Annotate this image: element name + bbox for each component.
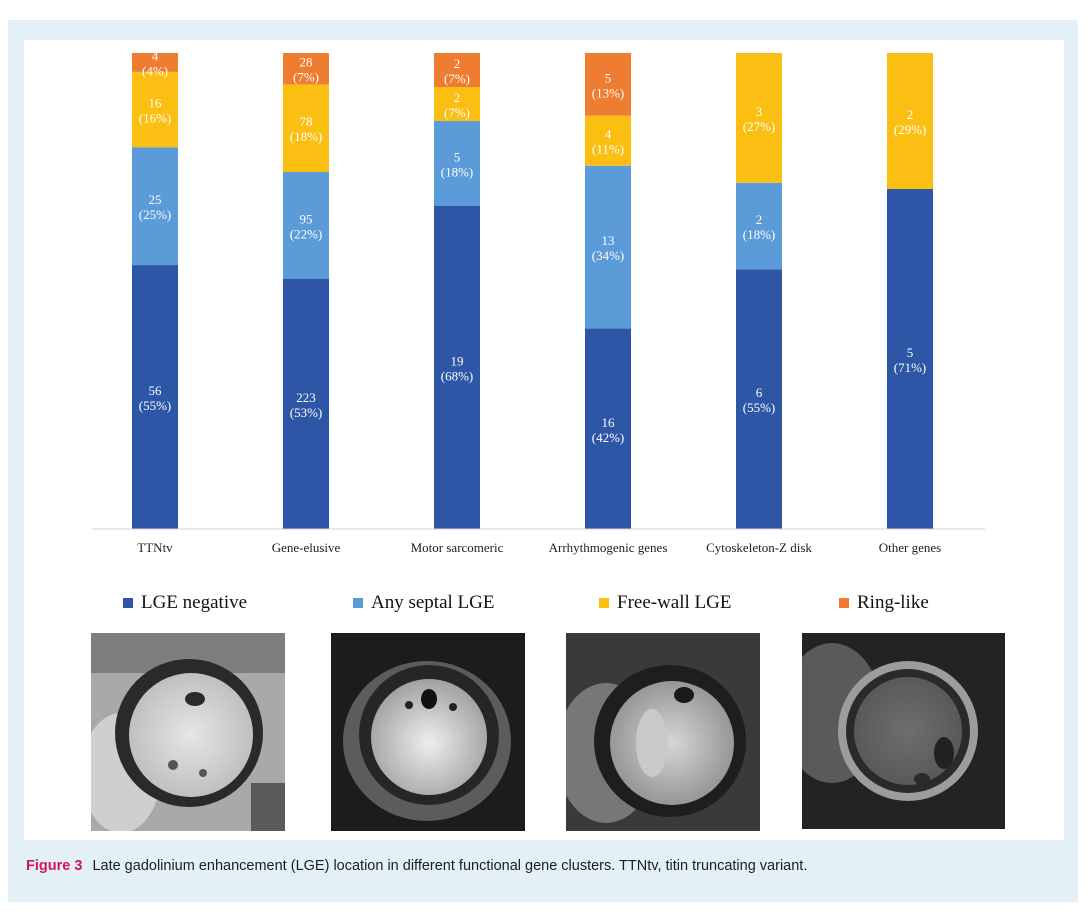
data-label-count: 56 bbox=[149, 383, 163, 398]
data-label-count: 2 bbox=[454, 90, 461, 105]
bar-motor-sarcomeric-ring-like bbox=[434, 53, 480, 87]
data-label-percent: (27%) bbox=[743, 119, 776, 134]
mri-free-wall-lge bbox=[566, 633, 760, 831]
bar-motor-sarcomeric-free-wall-lge bbox=[434, 87, 480, 121]
bar-gene-elusive-free-wall-lge bbox=[283, 84, 329, 172]
legend-item-any-septal-lge: Any septal LGE bbox=[353, 592, 494, 614]
figure-label: Figure 3 bbox=[26, 858, 83, 874]
mri-lge-negative bbox=[91, 633, 285, 831]
bar-motor-sarcomeric-any-septal-lge bbox=[434, 121, 480, 206]
data-label-percent: (18%) bbox=[743, 227, 776, 242]
bar-ttntv-any-septal-lge bbox=[132, 147, 178, 266]
data-label-count: 2 bbox=[907, 107, 914, 122]
data-label-count: 16 bbox=[149, 96, 163, 111]
data-label-percent: (7%) bbox=[444, 71, 470, 86]
data-label-percent: (29%) bbox=[894, 122, 927, 137]
data-label-percent: (22%) bbox=[290, 226, 323, 241]
bar-gene-elusive-lge-negative bbox=[283, 278, 329, 529]
bar-gene-elusive-ring-like bbox=[283, 53, 329, 85]
data-label-count: 3 bbox=[756, 104, 763, 119]
data-label-count: 2 bbox=[756, 212, 763, 227]
bar-ttntv-ring-like bbox=[132, 53, 178, 72]
data-label-percent: (68%) bbox=[441, 369, 474, 384]
data-label-percent: (16%) bbox=[139, 111, 172, 126]
data-label-count: 95 bbox=[300, 211, 313, 226]
bar-other-genes-free-wall-lge bbox=[887, 53, 933, 189]
x-tick-label-motor-sarcomeric: Motor sarcomeric bbox=[411, 540, 504, 555]
data-label-count: 4 bbox=[152, 48, 159, 63]
data-label-count: 5 bbox=[605, 70, 612, 85]
data-label-count: 5 bbox=[907, 345, 914, 360]
legend-swatch-ring-like bbox=[839, 598, 849, 608]
legend: LGE negative Any septal LGE Free-wall LG… bbox=[0, 592, 1088, 622]
bar-ttntv-free-wall-lge bbox=[132, 71, 178, 148]
data-label-count: 25 bbox=[149, 192, 162, 207]
legend-label: Free-wall LGE bbox=[617, 592, 732, 613]
data-label-count: 223 bbox=[296, 390, 316, 405]
data-label-count: 16 bbox=[602, 415, 616, 430]
bar-motor-sarcomeric-lge-negative bbox=[434, 206, 480, 529]
data-label-count: 13 bbox=[602, 233, 615, 248]
data-label-count: 5 bbox=[454, 150, 461, 165]
data-label-percent: (55%) bbox=[139, 398, 172, 413]
caption-text: Late gadolinium enhancement (LGE) locati… bbox=[92, 858, 808, 874]
legend-item-ring-like: Ring-like bbox=[839, 592, 929, 614]
legend-swatch-lge-negative bbox=[123, 598, 133, 608]
data-label-percent: (55%) bbox=[743, 400, 776, 415]
stacked-bar-chart: 56(55%)25(25%)16(16%)4(4%)223(53%)95(22%… bbox=[92, 48, 985, 555]
x-tick-label-gene-elusive: Gene-elusive bbox=[272, 540, 341, 555]
data-label-percent: (53%) bbox=[290, 405, 323, 420]
data-label-percent: (4%) bbox=[142, 63, 168, 78]
data-label-count: 4 bbox=[605, 127, 612, 142]
bar-arrhythmogenic-genes-free-wall-lge bbox=[585, 115, 631, 166]
legend-item-lge-negative: LGE negative bbox=[123, 592, 247, 614]
bar-cytoskeleton-z-disk-free-wall-lge bbox=[736, 53, 782, 183]
bar-arrhythmogenic-genes-any-septal-lge bbox=[585, 165, 631, 329]
data-label-percent: (13%) bbox=[592, 85, 625, 100]
figure-caption: Figure 3 Late gadolinium enhancement (LG… bbox=[26, 858, 1066, 874]
data-label-percent: (71%) bbox=[894, 360, 927, 375]
data-label-percent: (18%) bbox=[290, 129, 323, 144]
x-tick-label-other-genes: Other genes bbox=[879, 540, 941, 555]
data-label-percent: (42%) bbox=[592, 430, 625, 445]
data-label-percent: (7%) bbox=[293, 70, 319, 85]
bar-cytoskeleton-z-disk-lge-negative bbox=[736, 269, 782, 529]
data-label-count: 78 bbox=[300, 114, 313, 129]
x-tick-label-ttntv: TTNtv bbox=[137, 540, 173, 555]
data-label-count: 19 bbox=[451, 354, 464, 369]
mri-septal-lge bbox=[331, 633, 525, 831]
mri-ring-like-lge bbox=[802, 633, 1005, 829]
bar-arrhythmogenic-genes-ring-like bbox=[585, 53, 631, 116]
bar-other-genes-lge-negative bbox=[887, 189, 933, 529]
data-label-percent: (11%) bbox=[592, 142, 624, 157]
legend-swatch-free-wall-lge bbox=[599, 598, 609, 608]
bar-ttntv-lge-negative bbox=[132, 265, 178, 529]
legend-label: LGE negative bbox=[141, 592, 248, 613]
x-tick-label-arrhythmogenic-genes: Arrhythmogenic genes bbox=[549, 540, 668, 555]
legend-label: Ring-like bbox=[857, 592, 929, 613]
bar-arrhythmogenic-genes-lge-negative bbox=[585, 328, 631, 529]
data-label-percent: (25%) bbox=[139, 207, 172, 222]
data-label-count: 28 bbox=[300, 55, 313, 70]
data-label-count: 2 bbox=[454, 56, 461, 71]
bar-cytoskeleton-z-disk-any-septal-lge bbox=[736, 182, 782, 270]
data-label-percent: (7%) bbox=[444, 105, 470, 120]
x-tick-label-cytoskeleton-z-disk: Cytoskeleton-Z disk bbox=[706, 540, 812, 555]
legend-swatch-any-septal-lge bbox=[353, 598, 363, 608]
data-label-percent: (18%) bbox=[441, 165, 474, 180]
legend-item-free-wall-lge: Free-wall LGE bbox=[599, 592, 731, 614]
bar-gene-elusive-any-septal-lge bbox=[283, 172, 329, 279]
data-label-count: 6 bbox=[756, 385, 763, 400]
legend-label: Any septal LGE bbox=[371, 592, 495, 613]
data-label-percent: (34%) bbox=[592, 248, 625, 263]
